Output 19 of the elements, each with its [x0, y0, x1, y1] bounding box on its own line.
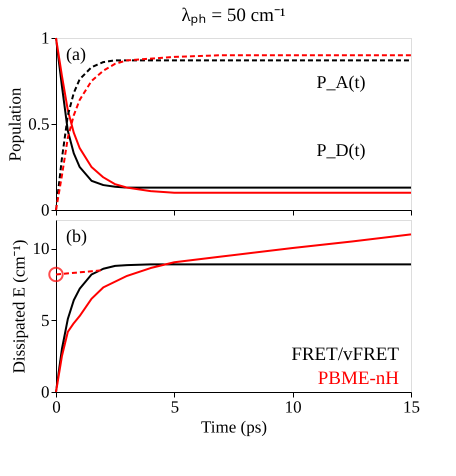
annotation: P_D(t)	[316, 140, 366, 160]
y-tick-label: 5	[41, 310, 50, 330]
x-axis-title: Time (ps)	[201, 418, 267, 436]
y-tick-label: 0.5	[28, 114, 50, 134]
annotation: (b)	[66, 226, 87, 246]
x-tick-label: 15	[403, 398, 420, 416]
text: PBME-nH	[318, 368, 400, 389]
y-tick-label: 10	[32, 239, 50, 258]
chart-title: λₚₕ = 50 cm⁻¹	[181, 5, 286, 26]
annotation: (a)	[66, 44, 86, 64]
y-tick-label: 1	[41, 28, 50, 48]
y-tick-label: 0	[41, 382, 50, 402]
text: FRET/vFRET	[291, 344, 400, 365]
annotation: P_A(t)	[316, 72, 366, 92]
x-tick-label: 5	[170, 398, 180, 416]
y-tick-label: 0	[41, 200, 50, 220]
x-tick-label: 10	[284, 398, 302, 416]
y-axis-title: Dissipated E (cm⁻¹)	[10, 240, 28, 374]
y-axis-title: Population	[5, 87, 24, 162]
